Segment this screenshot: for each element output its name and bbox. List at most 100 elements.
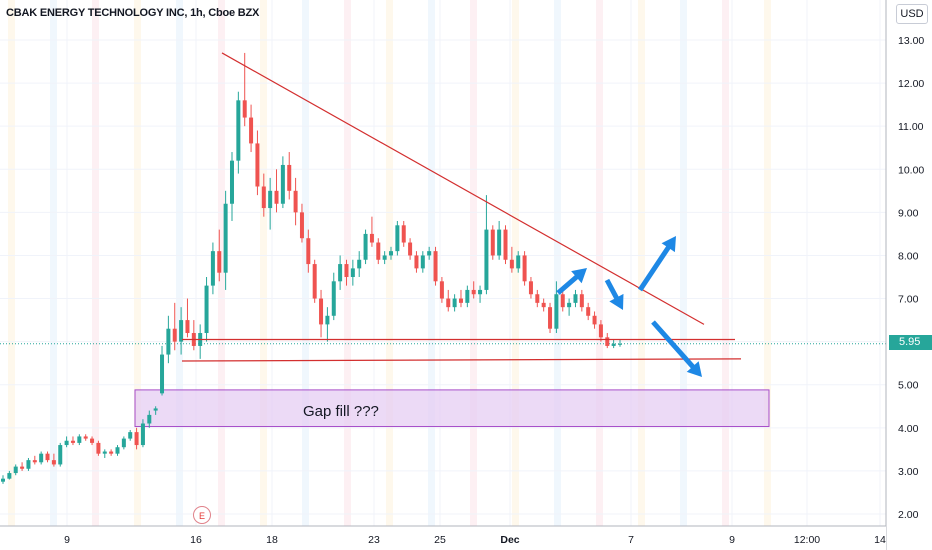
candle-body <box>497 229 502 256</box>
candle-body <box>293 190 298 213</box>
time-tick-label: 9 <box>64 534 70 546</box>
currency-button[interactable]: USD <box>896 4 928 24</box>
candle-body <box>338 264 343 282</box>
candle-body <box>618 343 622 345</box>
candle-body <box>32 460 37 463</box>
candles <box>1 52 622 484</box>
session-band <box>218 0 225 526</box>
candle-body <box>20 466 25 469</box>
price-axis[interactable] <box>886 0 932 550</box>
candle-body <box>249 117 254 144</box>
price-tick-label: 8.00 <box>898 250 919 262</box>
candle-body <box>172 328 177 342</box>
candle-body <box>26 460 31 469</box>
candle-body <box>560 294 565 308</box>
candle-body <box>109 451 114 454</box>
time-axis-ticks: 9 16 18 23 25 Dec 7 9 12:00 14 <box>64 534 886 546</box>
gap-fill-label: Gap fill ??? <box>303 403 379 420</box>
candle-body <box>242 100 247 118</box>
forecast-arrows <box>556 236 702 377</box>
candle-body <box>39 453 44 463</box>
session-band <box>428 0 435 526</box>
last-price-label: 5.95 <box>889 335 932 350</box>
candle-body <box>586 307 591 316</box>
session-band <box>50 0 57 526</box>
candle-body <box>280 164 285 204</box>
session-band <box>134 0 141 526</box>
candle-body <box>503 229 508 260</box>
earnings-marker[interactable]: E <box>193 506 211 524</box>
candle-body <box>598 324 603 338</box>
session-band <box>386 0 393 526</box>
price-tick-label: 13.00 <box>898 35 924 47</box>
candle-body <box>140 423 145 446</box>
candle-body <box>160 354 165 394</box>
candle-body <box>567 302 572 308</box>
candle-body <box>522 255 527 282</box>
candle-body <box>312 264 317 299</box>
time-tick-label: 12:00 <box>794 534 820 546</box>
session-band <box>764 0 771 526</box>
candle-body <box>592 315 597 325</box>
candle-body <box>363 233 368 260</box>
candle-body <box>64 440 69 446</box>
candle-body <box>611 343 616 346</box>
forecast-arrow <box>637 236 676 292</box>
time-tick-label: 23 <box>368 534 380 546</box>
candle-body <box>179 320 184 342</box>
candle-body <box>77 436 82 443</box>
time-axis[interactable] <box>0 526 886 550</box>
candle-body <box>121 438 126 448</box>
time-tick-label: 18 <box>266 534 278 546</box>
downtrend-line <box>221 52 705 325</box>
candle-body <box>490 229 495 256</box>
candle-body <box>274 190 279 204</box>
candle-body <box>528 281 533 295</box>
candle-body <box>484 229 489 290</box>
time-tick-label: 14 <box>874 534 886 546</box>
candle-body <box>299 212 304 239</box>
candle-body <box>287 164 292 191</box>
session-band <box>470 0 477 526</box>
candle-body <box>128 432 133 439</box>
candle-body <box>458 298 463 303</box>
candle-body <box>217 251 222 273</box>
candle-body <box>344 264 349 277</box>
candle-body <box>369 233 374 243</box>
candle-body <box>573 294 578 303</box>
candle-body <box>319 298 324 325</box>
candle-body <box>605 337 610 346</box>
candle-body <box>452 298 457 308</box>
candle-body <box>223 203 228 273</box>
candle-body <box>70 440 75 443</box>
candle-body <box>134 432 139 446</box>
session-band <box>554 0 561 526</box>
session-band <box>176 0 183 526</box>
time-tick-label: 7 <box>628 534 634 546</box>
time-tick-label: 25 <box>434 534 446 546</box>
forecast-arrow <box>651 320 702 377</box>
session-band <box>596 0 603 526</box>
candle-body <box>261 186 266 209</box>
candle-body <box>535 294 540 303</box>
candle-body <box>427 251 432 256</box>
candle-body <box>516 255 521 269</box>
candle-body <box>83 436 88 439</box>
session-band <box>92 0 99 526</box>
gap-zone <box>134 389 770 428</box>
candle-body <box>96 442 101 454</box>
candle-body <box>185 320 190 334</box>
candle-body <box>331 281 336 316</box>
price-tick-label: 12.00 <box>898 78 924 90</box>
candle-body <box>13 466 18 474</box>
candle-body <box>548 307 553 329</box>
candle-body <box>1 478 5 482</box>
candle-body <box>204 285 209 334</box>
candle-body <box>306 238 311 265</box>
candle-body <box>509 259 514 269</box>
candle-body <box>350 268 355 277</box>
candle-body <box>153 408 158 411</box>
time-tick-label: 16 <box>190 534 202 546</box>
candle-body <box>541 302 546 308</box>
